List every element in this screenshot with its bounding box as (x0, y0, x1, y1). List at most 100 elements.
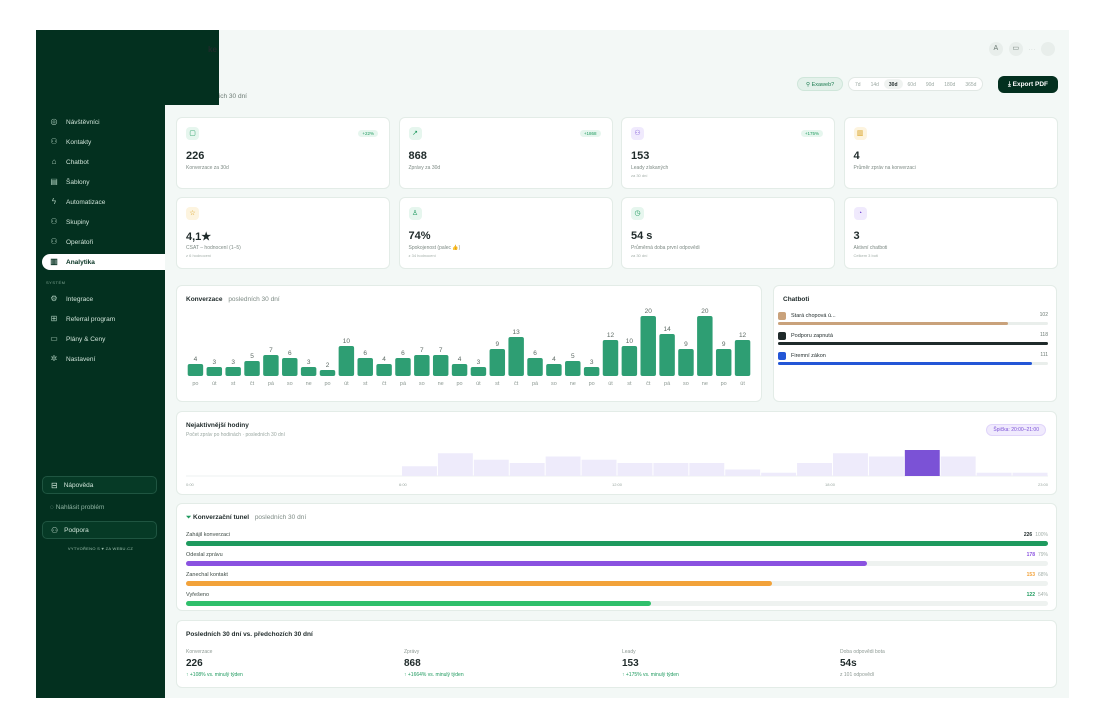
hour-bar-6[interactable] (402, 466, 437, 476)
sidebar-item-1[interactable]: ⚇ Kontakty (42, 134, 165, 150)
avatar[interactable] (1041, 42, 1055, 56)
range-option-30d[interactable]: 30d (883, 79, 903, 89)
bar-26[interactable] (678, 349, 694, 376)
kpi-card: ☆ 4,1★ CSAT – hodnocení (1–5) z 6 hodnocení (176, 197, 390, 269)
hour-axis-label: 0:00 (186, 482, 194, 487)
bar-21[interactable] (583, 367, 600, 376)
bar-0[interactable] (187, 364, 204, 376)
bar-1[interactable] (206, 367, 223, 376)
hour-bar-17[interactable] (797, 463, 832, 476)
bar-3[interactable] (244, 361, 260, 376)
chatbot-row[interactable]: Firemní zákon 111 (778, 352, 1048, 366)
hour-bar-12[interactable] (617, 463, 653, 476)
sidebar-item-7[interactable]: ▥ Analytika (42, 254, 165, 270)
hour-bar-15[interactable] (725, 469, 761, 477)
range-option-365d[interactable]: 365d (965, 82, 977, 88)
bar-28[interactable] (715, 349, 732, 376)
bar-7[interactable] (319, 370, 336, 376)
support-label: Podpora (64, 526, 89, 534)
export-pdf-button[interactable]: ⤓ Export PDF (998, 76, 1058, 93)
sidebar-system-item-2[interactable]: ▭ Plány & Ceny (42, 331, 165, 347)
bar-6[interactable] (300, 367, 317, 376)
chatbots-title: Chatboti (783, 296, 810, 303)
bar-13[interactable] (432, 355, 449, 376)
sidebar-item-6[interactable]: ⚇ Operátoři (42, 234, 165, 250)
hour-bar-23[interactable] (1012, 472, 1048, 476)
sidebar-item-label: Analytika (66, 258, 95, 266)
bar-2[interactable] (225, 367, 241, 376)
hour-bar-7[interactable] (437, 453, 473, 476)
comparison-label: Leady (622, 649, 636, 655)
bar-value-label: 20 (701, 308, 709, 315)
sidebar-item-2[interactable]: ⌂ Chatbot (42, 154, 165, 170)
bar-10[interactable] (376, 364, 392, 376)
bar-value-label: 7 (439, 347, 443, 354)
filter-icon: ⚲ (806, 82, 811, 88)
funnel-percent: 68% (1037, 572, 1048, 578)
range-option-90d[interactable]: 90d (925, 82, 935, 88)
chatbot-row[interactable]: Stará chopová ú... 102 (778, 312, 1048, 326)
sidebar-item-3[interactable]: ▤ Šablony (42, 174, 165, 190)
monitor-icon[interactable]: ▭ (1008, 42, 1023, 56)
funnel-title-text: Konverzační tunel (193, 514, 249, 521)
sidebar-item-4[interactable]: ϟ Automatizace (42, 194, 165, 210)
bar-18[interactable] (527, 358, 543, 376)
bar-16[interactable] (489, 349, 506, 376)
bar-24[interactable] (640, 316, 656, 376)
hour-axis-label: 23:00 (1038, 482, 1049, 487)
hour-bar-14[interactable] (689, 463, 725, 476)
bar-22[interactable] (602, 340, 619, 376)
bar-14[interactable] (451, 364, 468, 376)
kpi-sub: z 34 hodnocení (408, 253, 436, 258)
kpi-sub: za 30 dní (631, 173, 648, 178)
sidebar-system-item-3[interactable]: ✲ Nastavení (42, 351, 165, 367)
funnel-count: 226 (1023, 532, 1033, 538)
user-menu[interactable]: · · · (1028, 46, 1035, 52)
site-filter[interactable]: ⚲ Exaweb? (797, 77, 844, 91)
hour-bar-22[interactable] (976, 472, 1012, 476)
range-option-7d[interactable]: 7d (855, 82, 861, 88)
report-problem-link[interactable]: ◌ Nahlásit problém (50, 504, 104, 511)
sidebar-item-5[interactable]: ⚇ Skupiny (42, 214, 165, 230)
bar-5[interactable] (282, 358, 298, 376)
bar-12[interactable] (414, 355, 430, 376)
sidebar-item-0[interactable]: ◎ Návštěvníci (42, 114, 165, 130)
bar-23[interactable] (621, 346, 638, 376)
bar-27[interactable] (697, 316, 713, 376)
funnel-track (186, 541, 1048, 546)
bar-19[interactable] (546, 364, 562, 376)
range-option-60d[interactable]: 60d (907, 82, 916, 88)
hour-bar-10[interactable] (545, 456, 581, 477)
bar-9[interactable] (357, 358, 373, 376)
hour-bar-16[interactable] (761, 472, 797, 476)
bar-15[interactable] (470, 367, 487, 376)
x-tick-label: st (495, 381, 500, 387)
help-button[interactable]: ⊟ Nápověda (42, 476, 157, 494)
hour-bar-19[interactable] (868, 456, 904, 477)
sidebar-system-item-0[interactable]: ⚙ Integrace (42, 291, 165, 307)
chatbot-name-text: Firemní zákon (791, 353, 826, 359)
chatbot-row[interactable]: Podporu zapnutá 118 (778, 332, 1048, 346)
bar-11[interactable] (395, 358, 411, 376)
hour-bar-11[interactable] (581, 459, 617, 476)
sidebar-item-label: Návštěvníci (66, 118, 100, 126)
hour-bar-13[interactable] (653, 463, 689, 476)
headset-icon: ⚇ (51, 525, 59, 535)
range-option-14d[interactable]: 14d (870, 82, 879, 88)
bar-20[interactable] (565, 361, 581, 376)
hour-bar-18[interactable] (833, 453, 868, 476)
support-button[interactable]: ⚇ Podpora (42, 521, 157, 539)
bar-17[interactable] (508, 337, 524, 376)
bar-8[interactable] (338, 346, 355, 376)
language-icon[interactable]: A (988, 42, 1003, 56)
bar-29[interactable] (734, 340, 751, 376)
hour-bar-9[interactable] (509, 463, 545, 476)
sidebar (36, 30, 165, 698)
bar-25[interactable] (659, 334, 675, 376)
hour-bar-21[interactable] (940, 456, 976, 477)
sidebar-system-item-1[interactable]: ⊞ Referral program (42, 311, 165, 327)
range-option-180d[interactable]: 180d (944, 82, 956, 88)
hour-bar-8[interactable] (473, 459, 509, 476)
bar-4[interactable] (263, 355, 279, 376)
hour-bar-20[interactable] (904, 450, 940, 476)
